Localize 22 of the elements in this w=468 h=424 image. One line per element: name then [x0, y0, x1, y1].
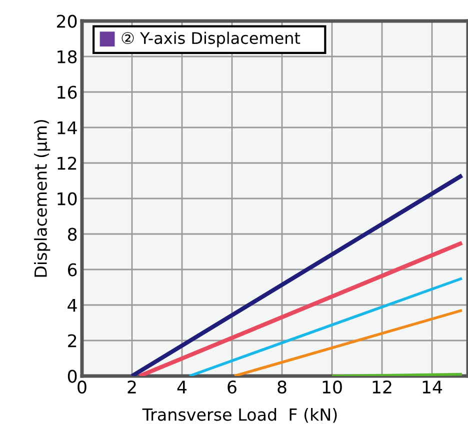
x-tick-label: 8 [278, 380, 286, 394]
x-tick-label: 0 [78, 380, 86, 394]
y-tick-label: 6 [68, 263, 77, 276]
y-tick-label: 20 [57, 14, 77, 28]
annotation: ② Y-axis Displacement [122, 32, 300, 48]
y-tick-label: 0 [68, 370, 77, 383]
y-tick-label: 8 [68, 228, 77, 241]
y-tick-label: 14 [58, 121, 77, 134]
x-tick-label: 12 [372, 380, 392, 394]
y-tick-label: 16 [58, 86, 77, 99]
y-tick-label: 4 [68, 298, 77, 312]
x-tick-label: 2 [128, 380, 136, 394]
y-tick-label: 18 [58, 50, 77, 64]
x-axis-title: Transverse Load F (kN) [142, 408, 337, 423]
y-tick-label: 12 [58, 156, 76, 170]
x-tick-label: 6 [228, 380, 236, 394]
x-tick-label: 10 [322, 380, 342, 394]
y-tick-label: 2 [68, 334, 76, 348]
x-tick-label: 14 [422, 380, 442, 394]
x-tick-label: 4 [177, 380, 187, 394]
y-axis-title: Displacement (μm) [34, 120, 50, 277]
y-tick-label: 10 [58, 192, 77, 206]
